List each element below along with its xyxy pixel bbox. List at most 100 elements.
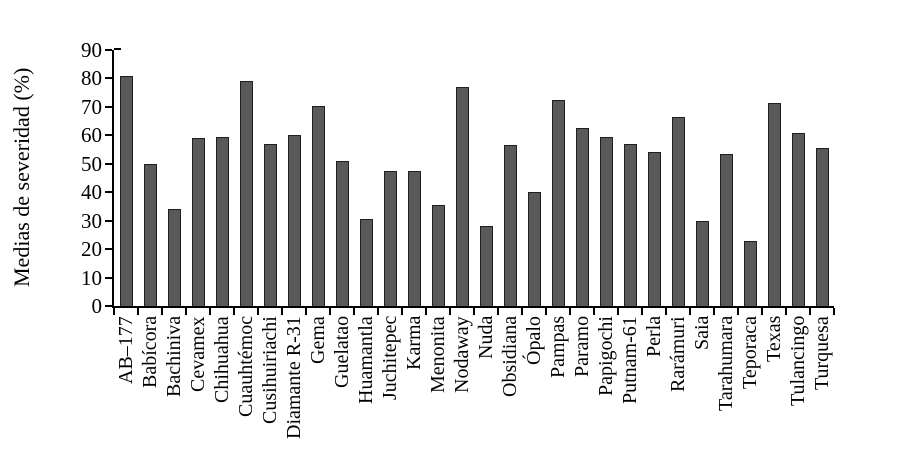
bar: [311, 105, 325, 306]
x-axis-tick: [329, 308, 331, 315]
x-axis-label: Bachiniva: [163, 316, 185, 398]
y-axis-top-cap: [114, 48, 121, 50]
x-axis-labels: AB–177 Babícora Bachiniva Cevamex Chihuahua C…: [114, 316, 834, 450]
x-axis-label: Nodaway: [451, 316, 473, 393]
bar: [503, 145, 517, 306]
x-axis-tick: [593, 308, 595, 315]
x-axis-label: Rarámuri: [667, 316, 689, 392]
bar-slot: [786, 50, 810, 306]
x-axis-label: Juchitepec: [379, 316, 401, 401]
x-axis-label: Turquesa: [811, 316, 833, 390]
x-axis-tick: [305, 308, 307, 315]
x-axis-label: Texas: [763, 316, 785, 363]
x-axis-label: Teporaca: [739, 316, 761, 389]
bar-slot: [378, 50, 402, 306]
x-axis-tick: [497, 308, 499, 315]
bar-slot: [546, 50, 570, 306]
x-axis-tick: [281, 308, 283, 315]
x-axis-tick: [617, 308, 619, 315]
bar-slot: [210, 50, 234, 306]
x-axis-label: Chihuahua: [211, 316, 233, 403]
x-axis-label: Nuda: [475, 316, 497, 360]
x-axis-label: Putnam-61: [619, 316, 641, 404]
bar: [767, 102, 781, 306]
x-axis-label: Cevamex: [187, 316, 209, 392]
x-axis-tick: [569, 308, 571, 315]
x-axis-label: Diamante R-31: [283, 316, 305, 439]
y-axis-tick: [105, 191, 112, 194]
bar: [647, 152, 661, 306]
x-axis-label: Papigochi: [595, 316, 617, 396]
x-axis-tick: [473, 308, 475, 315]
x-axis-tick: [449, 308, 451, 315]
x-axis-label: Tulancingo: [787, 316, 809, 407]
x-axis-label: Gema: [307, 316, 329, 364]
bar-slot: [234, 50, 258, 306]
y-axis-tick: [105, 134, 112, 137]
y-axis-tick-label: 50: [81, 151, 102, 176]
x-axis-tick: [185, 308, 187, 315]
bar-slot: [282, 50, 306, 306]
bar-slot: [402, 50, 426, 306]
bar: [359, 219, 373, 306]
bars-group: [114, 50, 834, 306]
bar: [191, 138, 205, 306]
bar-slot: [426, 50, 450, 306]
x-axis-tick: [233, 308, 235, 315]
y-axis-tick: [105, 219, 112, 222]
bar-slot: [690, 50, 714, 306]
y-axis-tick: [105, 77, 112, 80]
y-axis-tick: [105, 162, 112, 165]
x-axis-tick: [761, 308, 763, 315]
x-axis-tick: [161, 308, 163, 315]
x-axis-label: Saia: [691, 316, 713, 351]
bar: [623, 143, 637, 306]
bar: [455, 87, 469, 306]
bar: [575, 128, 589, 306]
x-axis-label: Tarahumara: [715, 316, 737, 412]
x-axis-label: Cusihuiriachi: [259, 316, 281, 424]
bar: [263, 143, 277, 306]
bar-slot: [762, 50, 786, 306]
bar-slot: [450, 50, 474, 306]
bar-slot: [258, 50, 282, 306]
bar: [167, 209, 181, 306]
x-axis-label: Perla: [643, 316, 665, 358]
bar: [719, 153, 733, 306]
bar: [287, 135, 301, 306]
bar-slot: [810, 50, 834, 306]
bar: [407, 170, 421, 306]
x-axis-label: Menonita: [427, 316, 449, 393]
x-axis-tick: [809, 308, 811, 315]
x-axis-label: Ópalo: [523, 316, 545, 365]
x-axis-tick: [545, 308, 547, 315]
x-axis-label: AB–177: [115, 316, 137, 384]
x-axis-tick: [713, 308, 715, 315]
bar: [791, 132, 805, 306]
x-axis-label: Karma: [403, 316, 425, 371]
bar: [743, 240, 757, 306]
bar: [383, 170, 397, 306]
x-axis-label: Babícora: [139, 316, 161, 389]
bar-slot: [594, 50, 618, 306]
bar-slot: [138, 50, 162, 306]
x-axis-tick: [641, 308, 643, 315]
bar: [431, 205, 445, 306]
y-axis-tick-label: 80: [81, 66, 102, 91]
x-axis-tick: [401, 308, 403, 315]
y-axis-tick: [105, 248, 112, 251]
bar-slot: [306, 50, 330, 306]
bar-slot: [186, 50, 210, 306]
y-axis-tick-label: 90: [81, 38, 102, 62]
y-axis-tick-label: 60: [81, 123, 102, 148]
y-axis-tick: [105, 276, 112, 279]
bar: [599, 136, 613, 306]
x-axis-tick: [209, 308, 211, 315]
x-axis-tick: [425, 308, 427, 315]
x-axis-label: Guelatao: [331, 316, 353, 389]
plot-area: [105, 48, 835, 315]
bar-slot: [570, 50, 594, 306]
x-axis-tick: [113, 308, 115, 315]
bar-slot: [738, 50, 762, 306]
y-axis-tick: [105, 49, 112, 51]
